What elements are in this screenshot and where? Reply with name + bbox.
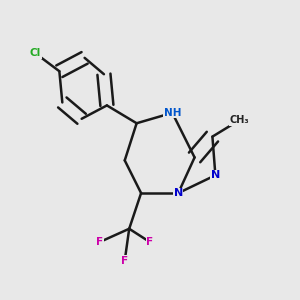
- Text: Cl: Cl: [30, 48, 41, 59]
- Text: F: F: [146, 237, 154, 247]
- Text: F: F: [96, 237, 103, 247]
- Text: CH₃: CH₃: [230, 115, 249, 125]
- Text: F: F: [121, 256, 128, 266]
- Text: NH: NH: [164, 108, 181, 118]
- Text: N: N: [174, 188, 183, 198]
- Text: N: N: [211, 170, 220, 180]
